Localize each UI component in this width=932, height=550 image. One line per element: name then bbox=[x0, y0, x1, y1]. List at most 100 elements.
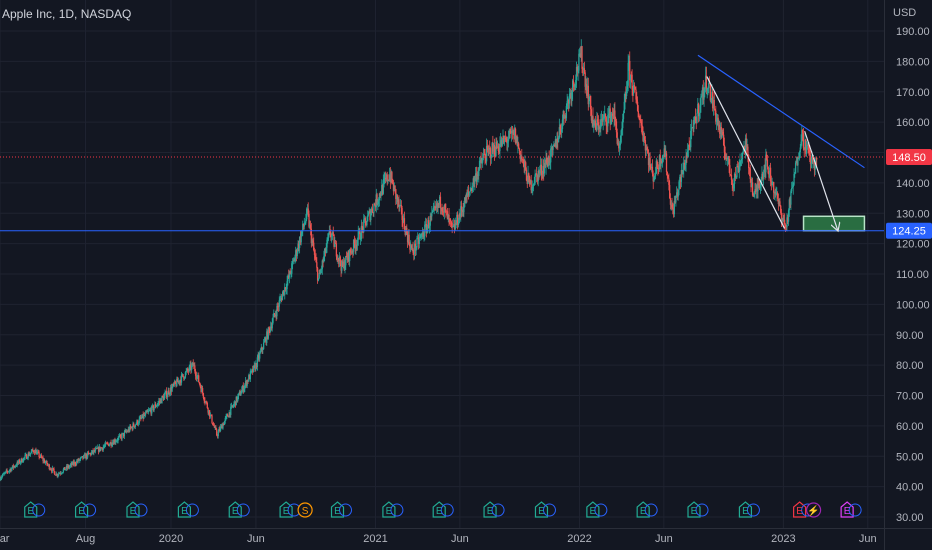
candle-body bbox=[481, 162, 483, 164]
candle-body bbox=[679, 177, 681, 182]
candle-body bbox=[236, 396, 238, 402]
candle-body bbox=[589, 95, 591, 101]
candle-body bbox=[500, 140, 503, 146]
candle-body bbox=[604, 113, 606, 117]
candle-body bbox=[565, 106, 568, 119]
candle-body bbox=[521, 159, 524, 161]
candle-body bbox=[275, 314, 277, 317]
candle-body bbox=[660, 161, 662, 167]
candle-body bbox=[310, 228, 313, 244]
candle-body bbox=[165, 391, 168, 398]
candle-body bbox=[777, 198, 780, 205]
event-marker-label: E bbox=[386, 506, 393, 517]
price-axis[interactable]: 190.00180.00170.00160.00150.00140.00130.… bbox=[884, 0, 930, 550]
candle-body bbox=[521, 156, 523, 160]
candle-body bbox=[511, 131, 514, 134]
candle-body bbox=[19, 462, 21, 464]
candle-body bbox=[694, 116, 697, 121]
candle-body bbox=[54, 474, 57, 476]
candle-body bbox=[700, 96, 702, 106]
candle-body bbox=[525, 162, 527, 170]
candle-body bbox=[306, 208, 309, 210]
candle-body bbox=[342, 261, 345, 266]
candle-body bbox=[669, 198, 672, 205]
candle-body bbox=[750, 178, 752, 188]
candle-body bbox=[428, 225, 431, 229]
event-marker-label: E bbox=[487, 506, 494, 517]
candle-body bbox=[673, 200, 675, 215]
y-tick-label: 30.00 bbox=[896, 512, 924, 524]
candle-body bbox=[633, 85, 636, 87]
candle-body bbox=[163, 395, 165, 400]
candle-body bbox=[792, 184, 794, 188]
candle-body bbox=[616, 132, 618, 144]
candle-body bbox=[94, 448, 97, 452]
candle-body bbox=[181, 374, 183, 375]
candle-body bbox=[737, 166, 740, 173]
candle-body bbox=[234, 401, 236, 404]
candle-body bbox=[395, 195, 398, 200]
candle-body bbox=[486, 146, 489, 149]
candle-body bbox=[446, 211, 449, 220]
candle-body bbox=[458, 214, 460, 223]
candle-body bbox=[0, 477, 3, 479]
candle-body bbox=[675, 196, 677, 203]
drawing-layer[interactable] bbox=[0, 54, 884, 230]
candle-body bbox=[775, 193, 777, 195]
candle-body bbox=[129, 426, 132, 428]
candle-body bbox=[400, 205, 402, 209]
candle-body bbox=[92, 450, 94, 453]
swing-line-1 bbox=[706, 76, 786, 229]
candle-body bbox=[316, 267, 319, 281]
candle-body bbox=[622, 113, 625, 120]
candle-body bbox=[615, 121, 618, 133]
candle-body bbox=[63, 467, 65, 470]
candle-body bbox=[284, 287, 286, 295]
candle-body bbox=[338, 256, 341, 262]
candle-body bbox=[709, 83, 711, 101]
candle-body bbox=[9, 469, 11, 471]
candle-body bbox=[216, 429, 218, 436]
candle-body bbox=[530, 180, 532, 191]
candle-body bbox=[126, 431, 128, 433]
event-marker-label: E bbox=[130, 506, 137, 517]
candle-body bbox=[748, 154, 750, 169]
time-axis[interactable]: Mar Aug 2020 Jun 2021 Jun 2022 Jun 2023 Jun bbox=[0, 528, 932, 546]
candle-body bbox=[192, 362, 194, 366]
candle-body bbox=[683, 162, 686, 169]
candle-body bbox=[147, 411, 149, 413]
candle-body bbox=[506, 139, 508, 144]
candle-body bbox=[35, 450, 37, 455]
candle-body bbox=[467, 191, 469, 196]
candle-body bbox=[532, 184, 534, 189]
candle-body bbox=[439, 196, 442, 209]
candle-body bbox=[170, 387, 172, 392]
candle-body bbox=[346, 257, 348, 260]
candle-body bbox=[215, 427, 217, 430]
candle-body bbox=[280, 298, 282, 299]
candle-body bbox=[776, 192, 779, 199]
candle-body bbox=[809, 152, 811, 156]
candle-body bbox=[431, 212, 433, 217]
candle-body bbox=[502, 135, 504, 139]
candle-body bbox=[187, 370, 190, 372]
candle-body bbox=[142, 414, 144, 419]
candle-body bbox=[438, 203, 440, 205]
split-marker-shape bbox=[297, 502, 313, 518]
candle-body bbox=[631, 74, 633, 90]
candle-body bbox=[739, 161, 741, 165]
candle-body bbox=[541, 174, 543, 175]
candle-body bbox=[247, 380, 249, 382]
candle-body bbox=[368, 210, 370, 213]
candle-body bbox=[612, 115, 614, 119]
candle-body bbox=[685, 155, 687, 165]
candle-body bbox=[382, 180, 384, 194]
candle-body bbox=[553, 145, 555, 146]
candle-body bbox=[728, 156, 730, 166]
candle-body bbox=[62, 469, 65, 473]
candle-body bbox=[408, 234, 410, 244]
candle-body bbox=[0, 478, 2, 480]
candle-body bbox=[444, 205, 446, 209]
candle-body bbox=[199, 384, 201, 387]
